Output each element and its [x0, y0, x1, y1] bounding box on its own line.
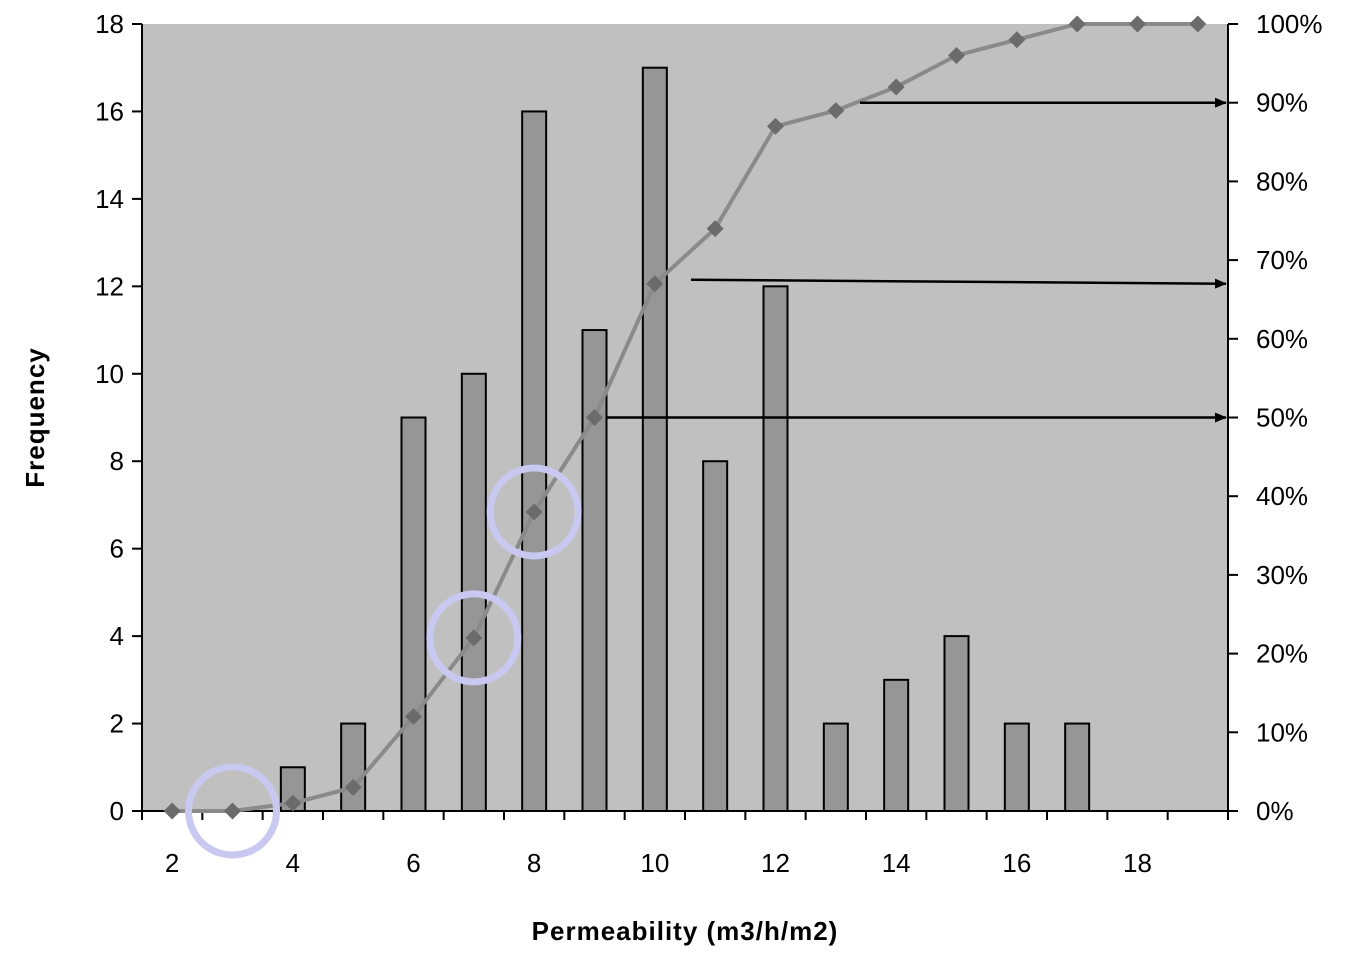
line-point-marker	[284, 794, 302, 812]
x-tick-label: 18	[1123, 848, 1152, 878]
y-right-tick-label: 50%	[1256, 403, 1308, 433]
y-left-tick-label: 14	[95, 184, 124, 214]
line-point-marker	[163, 802, 181, 820]
line-point-marker	[465, 629, 483, 647]
y-left-tick-label: 4	[110, 621, 124, 651]
line-point-marker	[344, 778, 362, 796]
bar	[400, 416, 427, 812]
y-right-tick-label: 90%	[1256, 88, 1308, 118]
y-left-tick-label: 12	[95, 271, 124, 301]
bar	[521, 110, 548, 812]
cumulative-line-series	[163, 15, 1207, 820]
bar	[883, 678, 910, 812]
line-point-marker	[706, 220, 724, 238]
bar	[702, 460, 729, 812]
line-point-marker	[887, 78, 905, 96]
y-left-tick-label: 18	[95, 9, 124, 39]
y-left-tick-label: 10	[95, 359, 124, 389]
y-right-tick-label: 30%	[1256, 560, 1308, 590]
highlight-circle	[185, 763, 280, 859]
x-tick-label: 16	[1002, 848, 1031, 878]
y-right-tick-label: 80%	[1256, 166, 1308, 196]
x-tick-label: 6	[406, 848, 420, 878]
y-left-tick-label: 16	[95, 96, 124, 126]
annotation-arrow	[691, 278, 1227, 289]
y-right-tick-label: 20%	[1256, 639, 1308, 669]
y-right-tick-label: 70%	[1256, 245, 1308, 275]
y-right-tick-label: 40%	[1256, 481, 1308, 511]
y-left-tick-label: 0	[110, 796, 124, 826]
bar	[641, 66, 668, 812]
bar	[1003, 722, 1030, 812]
y-axis-title: Frequency	[20, 347, 50, 488]
line-point-marker	[224, 802, 241, 820]
y-left-tick-label: 8	[110, 446, 124, 476]
x-tick-label: 8	[527, 848, 541, 878]
x-tick-label: 2	[165, 848, 179, 878]
y-right-tick-label: 10%	[1256, 717, 1308, 747]
x-tick-label: 12	[761, 848, 790, 878]
y-left-tick-label: 6	[110, 534, 124, 564]
y-right-tick-label: 0%	[1256, 796, 1294, 826]
line-point-marker	[1008, 31, 1026, 49]
highlight-circle	[486, 464, 582, 560]
bar	[1064, 722, 1091, 812]
x-tick-label: 4	[286, 848, 300, 878]
line-point-marker	[948, 46, 965, 64]
axes	[132, 23, 1238, 820]
line-point-marker	[827, 102, 845, 120]
x-tick-label: 14	[882, 848, 911, 878]
line-point-marker	[767, 117, 784, 135]
tick-labels: 0 2 4 6 8 10 12 14 16 18 0% 10% 20% 30% 40% 50% 60% 70% 80…	[95, 9, 1322, 878]
bar	[943, 635, 970, 812]
line-point-marker	[405, 708, 422, 726]
y-right-tick-label: 100%	[1256, 9, 1323, 39]
y-left-tick-label: 2	[110, 709, 124, 739]
bar	[762, 285, 789, 813]
x-tick-label: 10	[640, 848, 669, 878]
line-point-marker	[525, 503, 543, 521]
y-right-tick-label: 60%	[1256, 324, 1308, 354]
bar	[822, 722, 849, 812]
annotations	[185, 97, 1227, 859]
cumulative-line	[172, 22, 1198, 813]
highlight-circle	[426, 590, 522, 686]
line-point-marker	[646, 275, 664, 293]
line-point-marker	[586, 409, 603, 426]
bar	[340, 722, 367, 812]
x-axis-title: Permeability (m3/h/m2)	[532, 916, 839, 946]
